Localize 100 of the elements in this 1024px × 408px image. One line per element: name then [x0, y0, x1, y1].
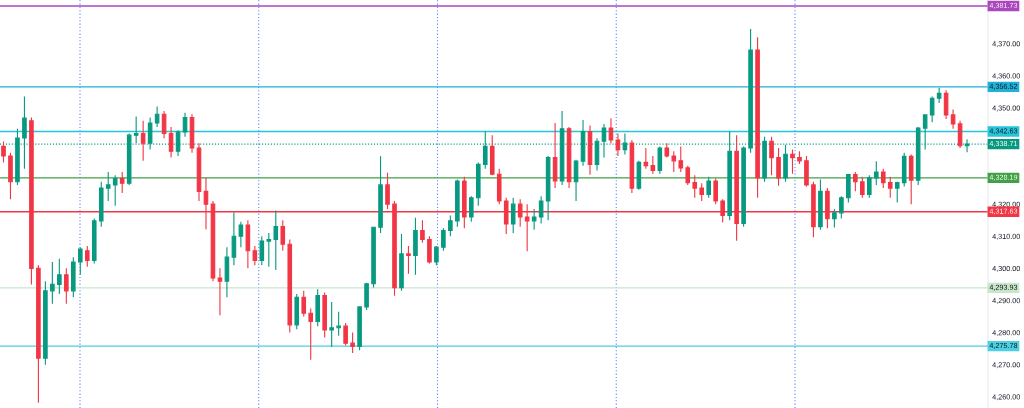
candlestick	[119, 171, 125, 194]
candlestick	[489, 134, 495, 176]
candlestick	[873, 160, 879, 186]
candlestick	[692, 174, 698, 199]
candlestick	[531, 208, 537, 231]
candlestick	[399, 233, 404, 292]
candlestick	[496, 168, 502, 205]
candlestick	[929, 96, 935, 123]
candlestick	[385, 172, 390, 210]
candlestick	[936, 87, 942, 104]
candlestick	[217, 267, 223, 316]
candlestick	[357, 306, 362, 351]
candlestick	[853, 171, 858, 192]
candlestick	[797, 150, 802, 165]
candlestick	[587, 124, 593, 176]
candlestick	[475, 161, 481, 207]
candlestick	[469, 195, 474, 223]
candlestick	[91, 218, 97, 265]
candlestick	[538, 195, 544, 224]
candlestick	[566, 126, 572, 189]
candlestick	[943, 89, 949, 120]
candlestick	[189, 113, 195, 154]
candlestick	[71, 256, 76, 298]
candlestick	[678, 145, 684, 173]
candlestick	[818, 178, 823, 231]
candlestick	[448, 214, 453, 237]
candlestick	[636, 160, 642, 191]
candlestick	[336, 311, 341, 337]
candlestick	[573, 159, 579, 202]
candlestick	[64, 267, 69, 305]
candlestick	[894, 181, 900, 204]
candlestick	[133, 115, 139, 144]
candlestick	[8, 152, 13, 200]
candlestick	[294, 293, 300, 330]
candlestick	[196, 142, 202, 202]
candlestick	[182, 112, 188, 138]
candlestick	[420, 219, 425, 244]
candlestick	[790, 149, 795, 175]
candlestick	[105, 171, 111, 202]
candlestick	[112, 174, 118, 207]
candlestick	[224, 246, 230, 298]
candlestick	[901, 152, 907, 188]
candlestick	[957, 120, 963, 149]
candlestick	[608, 117, 614, 144]
candlestick	[161, 110, 167, 139]
candlestick	[50, 261, 55, 305]
candlestick	[266, 232, 272, 268]
candlestick	[866, 174, 872, 199]
candlestick	[804, 155, 809, 188]
candlestick	[43, 280, 48, 366]
candlestick	[371, 226, 376, 289]
candlestick	[706, 176, 712, 199]
candlestick	[741, 145, 746, 228]
candlestick	[510, 197, 516, 234]
candlestick	[308, 307, 314, 361]
candlestick	[434, 245, 439, 266]
candlestick	[545, 155, 551, 221]
candlestick	[699, 182, 705, 202]
candlestick	[846, 173, 851, 204]
candlestick	[880, 168, 886, 189]
candlestick	[441, 227, 446, 252]
candlestick	[301, 290, 307, 318]
candlestick	[140, 120, 146, 162]
candlestick	[252, 245, 258, 266]
candlestick	[57, 258, 62, 295]
candlestick	[455, 178, 460, 228]
candlestick	[832, 208, 837, 229]
candlestick	[839, 195, 844, 220]
candlestick	[154, 106, 160, 128]
candlestick	[259, 235, 265, 266]
candlestick	[413, 217, 418, 276]
candlestick	[552, 122, 558, 189]
candlestick	[378, 155, 383, 234]
candlestick	[671, 150, 677, 173]
candlestick	[950, 108, 956, 130]
candlestick	[629, 139, 635, 194]
candlestick	[1, 141, 6, 163]
candlestick	[406, 245, 411, 275]
candlestick	[238, 221, 244, 248]
candlestick	[364, 282, 369, 311]
candlestick	[650, 155, 656, 175]
candlestick	[280, 219, 286, 252]
candlestick	[343, 322, 348, 346]
candlestick	[36, 264, 41, 404]
candlestick	[860, 176, 865, 199]
candlestick	[287, 238, 293, 334]
candlestick	[908, 153, 914, 205]
candlestick	[77, 246, 83, 276]
candlestick	[84, 245, 90, 268]
candlestick	[168, 126, 174, 159]
candlestick	[713, 177, 718, 205]
candlestick	[615, 132, 621, 157]
candlestick	[329, 301, 334, 348]
candlestick	[231, 211, 237, 266]
candlestick	[427, 235, 432, 265]
candlestick	[664, 142, 670, 159]
candlestick	[350, 332, 355, 354]
candlestick	[322, 291, 327, 338]
candlestick	[776, 147, 781, 187]
candlestick	[315, 288, 320, 327]
